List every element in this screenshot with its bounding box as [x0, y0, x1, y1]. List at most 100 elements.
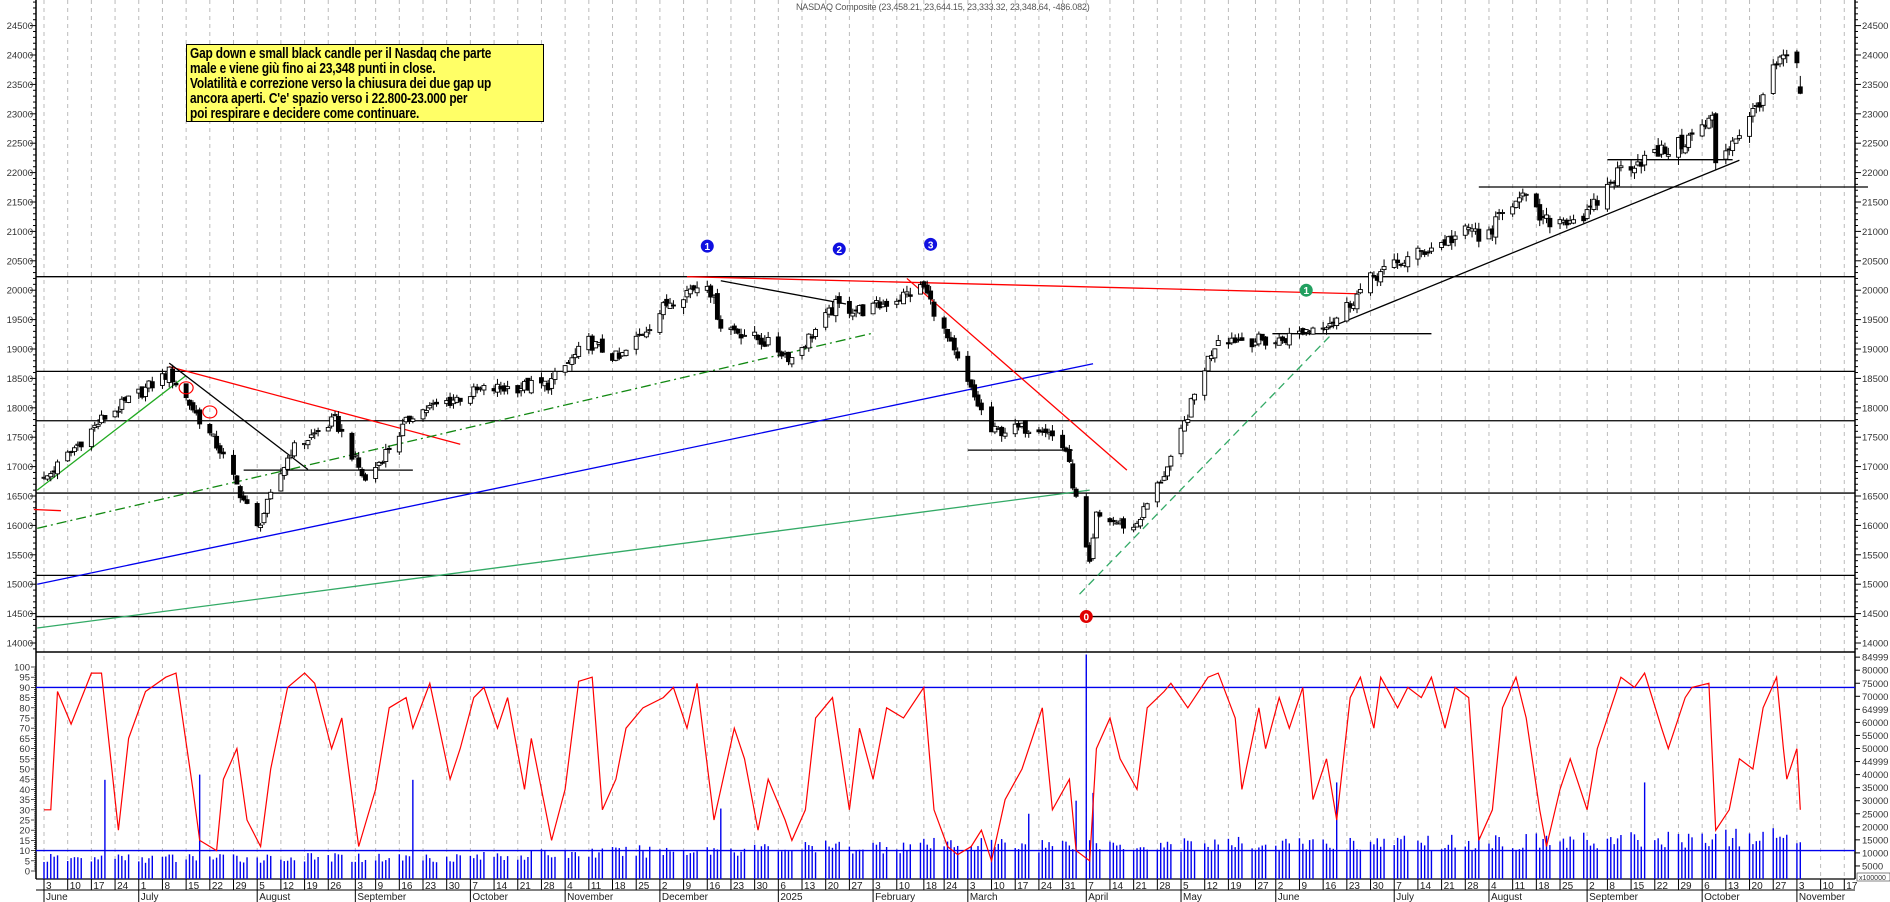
x-tick-label: 7: [1088, 881, 1094, 892]
volume-tick-label: 25000: [1862, 809, 1888, 820]
candle-body: [1114, 522, 1120, 525]
osc-tick-label: 70: [19, 724, 30, 735]
x-tick-label: 13: [1728, 881, 1740, 892]
y-tick-label-left: 16000: [7, 521, 33, 532]
candle-body: [1706, 117, 1712, 129]
trendline: [36, 374, 187, 491]
trendline: [1079, 335, 1331, 595]
y-tick-label-left: 17000: [7, 462, 33, 473]
month-label: June: [1278, 892, 1300, 902]
oscillator-line: [44, 671, 1801, 864]
month-label: November: [1799, 892, 1846, 902]
month-label: November: [567, 892, 614, 902]
candle-body: [1594, 200, 1600, 206]
candle-body: [687, 288, 693, 295]
x-tick-label: 18: [1538, 881, 1550, 892]
candle-body: [681, 299, 687, 308]
highlight-ellipse: [202, 405, 218, 419]
y-tick-label-left: 24500: [7, 21, 33, 32]
candle-body: [1188, 398, 1194, 418]
x-tick-label: 27: [1257, 881, 1269, 892]
trendline: [906, 277, 1128, 471]
candle-body: [1276, 337, 1282, 346]
chart-title: NASDAQ Composite (23,458.21, 23,644.15, …: [796, 2, 1090, 12]
candle-body: [190, 402, 196, 411]
x-tick-label: 25: [1562, 881, 1574, 892]
y-tick-label-right: 14500: [1862, 609, 1888, 620]
candle-body: [1774, 63, 1780, 66]
candle-body: [552, 371, 558, 380]
trendline: [686, 276, 1358, 295]
x-tick-label: 26: [330, 881, 342, 892]
candle-body: [352, 454, 358, 457]
candle-body: [1161, 476, 1167, 481]
candle-body: [884, 300, 890, 307]
trendline: [37, 332, 874, 529]
candle-body: [1405, 256, 1411, 268]
candle-body: [427, 405, 433, 409]
osc-tick-label: 95: [19, 673, 30, 684]
osc-tick-label: 20: [19, 826, 30, 837]
osc-tick-label: 30: [19, 805, 30, 816]
candle-body: [1093, 511, 1099, 539]
candle-body: [1344, 302, 1350, 322]
candle-body: [836, 296, 842, 304]
candle-body: [173, 382, 179, 386]
candle-body: [755, 334, 761, 341]
candle-body: [1324, 327, 1329, 330]
x-tick-label: 3: [46, 881, 52, 892]
candle-body: [1002, 432, 1008, 437]
candle-body: [975, 394, 981, 407]
x-tick-label: 14: [1112, 881, 1124, 892]
month-label: July: [141, 892, 159, 902]
month-label: August: [1491, 892, 1522, 902]
candle-body: [1500, 212, 1505, 214]
x-tick-label: 27: [851, 881, 863, 892]
candle-body: [1797, 86, 1803, 94]
month-label: September: [357, 892, 407, 902]
annotation-line: Volatilità e correzione verso la chiusur…: [190, 76, 492, 92]
candle-body: [457, 397, 463, 402]
candle-body: [1185, 419, 1191, 423]
candle-body: [1168, 455, 1174, 467]
x-tick-label: 30: [1373, 881, 1385, 892]
candle-body: [657, 313, 663, 333]
candle-body: [1310, 327, 1316, 335]
osc-tick-label: 75: [19, 714, 30, 725]
y-tick-label-right: 23500: [1862, 80, 1888, 91]
highlight-ellipse: [178, 381, 194, 395]
candle-body: [907, 294, 913, 297]
x-tick-label: 9: [686, 881, 692, 892]
candle-body: [1462, 225, 1468, 236]
oscillator-axis: 1009590858075706560555045403530252015105…: [14, 663, 36, 878]
x-tick-label: 23: [425, 881, 437, 892]
annotation-line: Gap down e small black candle per il Nas…: [190, 46, 492, 62]
candle-body: [999, 426, 1005, 437]
candle-body: [1452, 235, 1458, 240]
month-label: February: [875, 892, 915, 902]
month-label: October: [1704, 892, 1740, 902]
month-label: May: [1183, 892, 1202, 902]
y-tick-label-right: 15000: [1862, 580, 1888, 591]
trendline: [168, 362, 309, 471]
y-tick-label-left: 22000: [7, 168, 33, 179]
x-tick-label: 22: [212, 881, 224, 892]
candle-body: [599, 338, 605, 353]
candle-body: [68, 451, 74, 454]
candle-body: [1415, 247, 1421, 260]
candle-body: [945, 329, 950, 339]
candle-body: [420, 409, 426, 420]
volume-tick-label: 5000: [1862, 861, 1883, 872]
candle-body: [846, 300, 852, 314]
candle-body: [291, 442, 297, 457]
candle-body: [356, 457, 362, 468]
candle-body: [1686, 134, 1692, 148]
candle-body: [467, 396, 473, 404]
candle-body: [349, 432, 355, 460]
x-tick-label: 3: [970, 881, 976, 892]
candle-body: [1026, 431, 1032, 434]
candle-body: [278, 473, 284, 492]
candle-body: [1012, 423, 1018, 435]
candle-body: [72, 447, 77, 453]
candle-body: [1699, 124, 1705, 137]
